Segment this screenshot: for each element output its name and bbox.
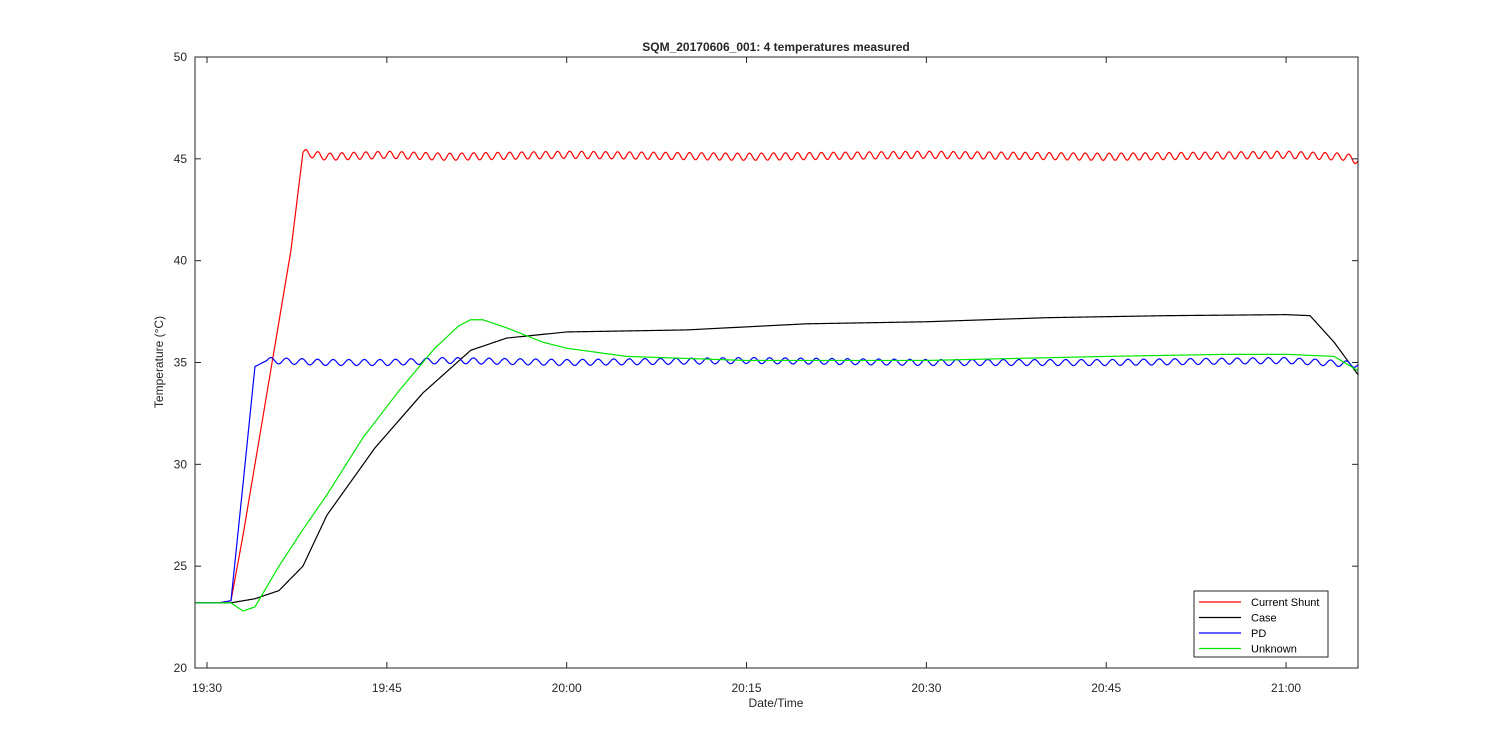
x-axis-label: Date/Time xyxy=(749,696,804,710)
x-tick-label: 20:15 xyxy=(732,681,762,695)
legend-entry-label: PD xyxy=(1251,628,1266,640)
chart-title: SQM_20170606_001: 4 temperatures measure… xyxy=(642,40,910,54)
x-tick-label: 20:00 xyxy=(552,681,582,695)
series-line-pd xyxy=(195,356,1359,604)
series-line-current-shunt xyxy=(195,149,1359,604)
legend: Current Shunt Case PD Unknown xyxy=(1193,590,1329,658)
series-lines xyxy=(195,149,1359,612)
y-tick-label: 25 xyxy=(174,559,188,573)
x-tick-label: 19:30 xyxy=(192,681,222,695)
x-tick-label: 21:00 xyxy=(1271,681,1301,695)
y-tick-label: 40 xyxy=(174,254,188,268)
legend-entry-label: Case xyxy=(1251,613,1277,625)
y-tick-label: 35 xyxy=(174,356,188,370)
y-tick-label: 20 xyxy=(174,661,188,675)
y-axis-label: Temperature (°C) xyxy=(152,316,166,408)
x-tick-label: 20:30 xyxy=(911,681,941,695)
series-line-case xyxy=(195,314,1359,604)
y-tick-label: 45 xyxy=(174,152,188,166)
x-tick-label: 19:45 xyxy=(372,681,402,695)
plot-area xyxy=(195,57,1358,668)
x-axis-ticks: 19:30 19:45 20:00 20:15 20:30 20:45 21:00 xyxy=(192,57,1301,695)
y-tick-label: 50 xyxy=(174,50,188,64)
legend-entry-label: Current Shunt xyxy=(1251,597,1319,609)
y-tick-label: 30 xyxy=(174,457,188,471)
legend-entry-label: Unknown xyxy=(1251,644,1297,656)
series-line-unknown xyxy=(195,319,1359,612)
y-axis-ticks: 20 25 30 35 40 45 50 xyxy=(174,50,1358,675)
x-tick-label: 20:45 xyxy=(1091,681,1121,695)
